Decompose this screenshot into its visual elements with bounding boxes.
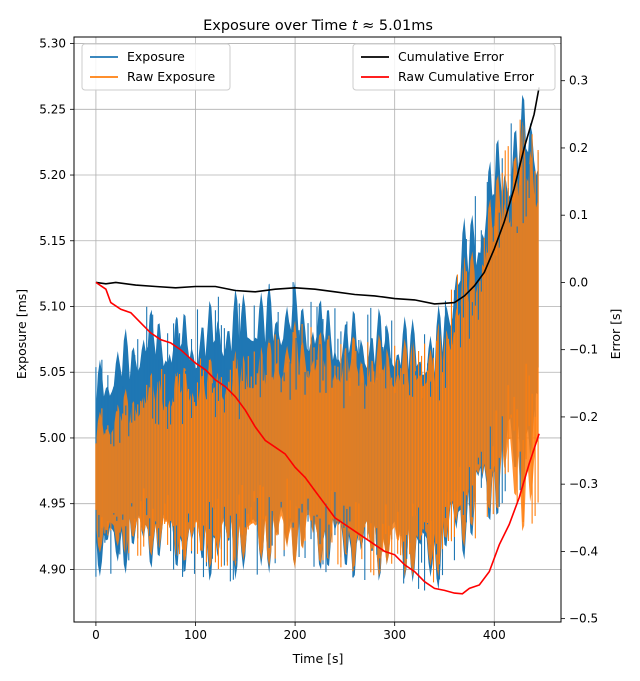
y-tick-label-right: 0.2 [569,141,588,155]
y-tick-label-left: 4.90 [39,562,66,576]
legend-label-raw-cumulative-error: Raw Cumulative Error [398,69,535,84]
y-tick-label-right: −0.4 [569,544,598,558]
plot-frame [73,36,562,623]
y-axis-label-right: Error [s] [608,309,623,360]
x-tick-label: 300 [383,628,406,642]
x-tick-label: 100 [184,628,207,642]
y-tick-label-right: 0.1 [569,208,588,222]
y-tick-label-right: −0.3 [569,477,598,491]
y-tick-label-left: 4.95 [39,497,66,511]
y-axis-label-left: Exposure [ms] [14,289,29,379]
y-tick-label-right: −0.1 [569,343,598,357]
x-axis-label: Time [s] [292,651,344,666]
legend-label-raw-exposure: Raw Exposure [127,69,215,84]
y-tick-label-left: 5.15 [39,234,66,248]
x-tick-label: 400 [483,628,506,642]
chart-title: Exposure over Time t ≈ 5.01ms [203,18,433,34]
axis-ticks: 0 100 200 300 400 4.90 4.95 5.00 5.05 5.10 5.15 5.2… [39,37,598,642]
y-tick-label-right: −0.5 [569,612,598,626]
y-tick-label-left: 5.20 [39,168,66,182]
y-tick-label-left: 5.05 [39,365,66,379]
y-tick-label-right: 0.0 [569,275,588,289]
y-tick-label-right: −0.2 [569,410,598,424]
y-tick-label-left: 5.30 [39,37,66,51]
series-cumulative-error-line [95,87,540,305]
legend-right-box [352,43,556,91]
legend-right: Cumulative Error Raw Cumulative Error [352,43,556,91]
series-raw-exposure-spikes [95,119,539,583]
series-layer [95,87,540,595]
legend-left: Exposure Raw Exposure [81,43,231,91]
y-tick-label-left: 5.00 [39,431,66,445]
y-tick-label-left: 5.10 [39,299,66,313]
legend-label-cumulative-error: Cumulative Error [398,49,505,64]
x-tick-label: 0 [92,628,100,642]
x-tick-label: 200 [284,628,307,642]
legend-label-exposure: Exposure [127,49,185,64]
y-tick-label-right: 0.3 [569,74,588,88]
series-raw-cumulative-error-line [95,281,540,595]
y-tick-label-left: 5.25 [39,102,66,116]
legend-left-box [81,43,231,91]
